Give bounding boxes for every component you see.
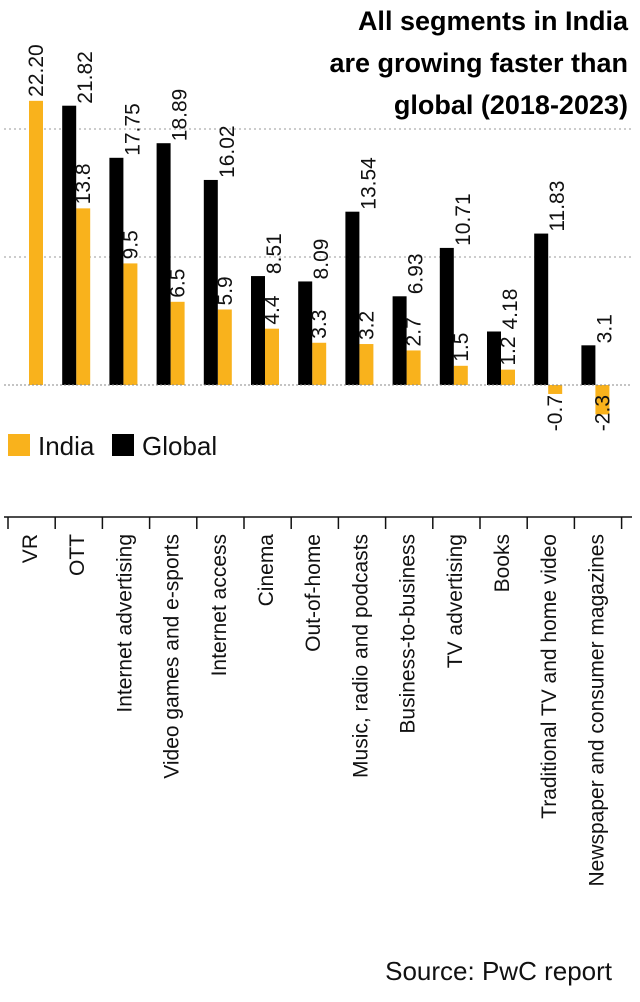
value-label-india-8: 2.7	[403, 317, 426, 346]
legend-label-india: India	[38, 431, 95, 461]
bar-global-6	[298, 281, 313, 385]
value-label-global-2: 17.75	[121, 103, 144, 156]
value-label-india-0: 22.20	[25, 44, 48, 97]
value-label-global-11: 11.83	[546, 181, 569, 232]
value-label-global-4: 16.02	[216, 125, 239, 178]
value-label-india-5: 4.4	[261, 295, 284, 325]
bar-global-8	[392, 296, 407, 385]
value-label-india-12: -2.3	[591, 395, 614, 431]
bar-india-6	[312, 342, 327, 385]
source-note: Source: PwC report	[385, 956, 613, 986]
category-label-11: Traditional TV and home video	[538, 534, 561, 819]
value-labels: 22.20 13.8 21.82 9.5 17.75 6.5 18.89 5.9 16.02 4.…	[25, 44, 616, 431]
value-label-india-7: 3.2	[355, 311, 378, 340]
value-label-india-6: 3.3	[308, 310, 331, 339]
bar-india-4	[217, 309, 232, 385]
value-label-global-10: 4.18	[499, 289, 522, 330]
value-label-india-10: 1.2	[497, 336, 520, 365]
value-label-india-3: 6.5	[167, 269, 190, 298]
chart-title-line-1: All segments in India	[358, 6, 629, 36]
value-label-india-2: 9.5	[119, 230, 142, 259]
value-label-global-8: 6.93	[405, 253, 428, 294]
bar-india-9	[453, 365, 468, 385]
legend: India Global	[8, 431, 217, 461]
bar-global-9	[439, 247, 454, 385]
chart-title-line-2: are growing faster than	[329, 48, 628, 78]
category-label-10: Books	[491, 534, 514, 592]
category-labels: VR OTT Internet advertising Video games and…	[19, 534, 608, 887]
value-label-india-1: 13.8	[72, 163, 95, 204]
value-label-india-4: 5.9	[214, 276, 237, 305]
legend-swatch-global	[112, 434, 134, 456]
bar-global-2	[109, 157, 124, 385]
bar-india-10	[501, 369, 515, 385]
bar-global-10	[487, 331, 501, 385]
category-label-2: Internet advertising	[113, 534, 136, 713]
bar-global-5	[251, 276, 265, 385]
bar-india-1	[76, 208, 91, 385]
category-label-7: Music, radio and podcasts	[349, 534, 372, 778]
bar-global-3	[156, 143, 171, 385]
value-label-global-6: 8.09	[310, 239, 333, 280]
bar-india-3	[170, 301, 185, 385]
category-label-0: VR	[19, 534, 42, 563]
category-label-5: Cinema	[255, 534, 278, 607]
value-label-global-3: 18.89	[169, 89, 192, 142]
chart-title-line-3: global (2018-2023)	[394, 90, 628, 120]
bar-global-7	[345, 211, 360, 385]
category-label-12: Newspaper and consumer magazines	[585, 534, 608, 887]
bar-india-2	[123, 263, 138, 385]
category-label-1: OTT	[66, 534, 89, 576]
legend-label-global: Global	[142, 431, 217, 461]
category-label-4: Internet access	[208, 534, 231, 676]
legend-swatch-india	[8, 434, 30, 456]
value-label-global-7: 13.54	[357, 157, 380, 210]
category-label-8: Business-to-business	[397, 534, 420, 734]
bar-india-7	[359, 344, 374, 385]
bar-india-8	[406, 350, 421, 385]
value-label-india-9: 1.5	[450, 333, 473, 362]
value-label-global-12: 3.1	[593, 314, 616, 343]
bar-india-12	[595, 385, 610, 415]
value-label-global-1: 21.82	[74, 51, 97, 104]
bar-india-11	[548, 385, 563, 394]
value-label-global-9: 10.71	[452, 193, 475, 246]
category-ticks	[7, 517, 623, 529]
bar-india-5	[265, 328, 279, 385]
bars	[29, 100, 610, 415]
category-label-9: TV advertising	[444, 534, 467, 668]
bar-global-1	[62, 105, 77, 385]
bar-global-11	[534, 233, 549, 385]
value-label-india-11: -0.7	[544, 395, 567, 431]
bar-global-12	[581, 345, 596, 385]
bar-india-0	[29, 100, 43, 385]
category-label-6: Out-of-home	[302, 534, 325, 652]
category-label-3: Video games and e-sports	[161, 534, 184, 779]
value-label-global-5: 8.51	[263, 233, 286, 274]
bar-global-4	[203, 179, 218, 385]
